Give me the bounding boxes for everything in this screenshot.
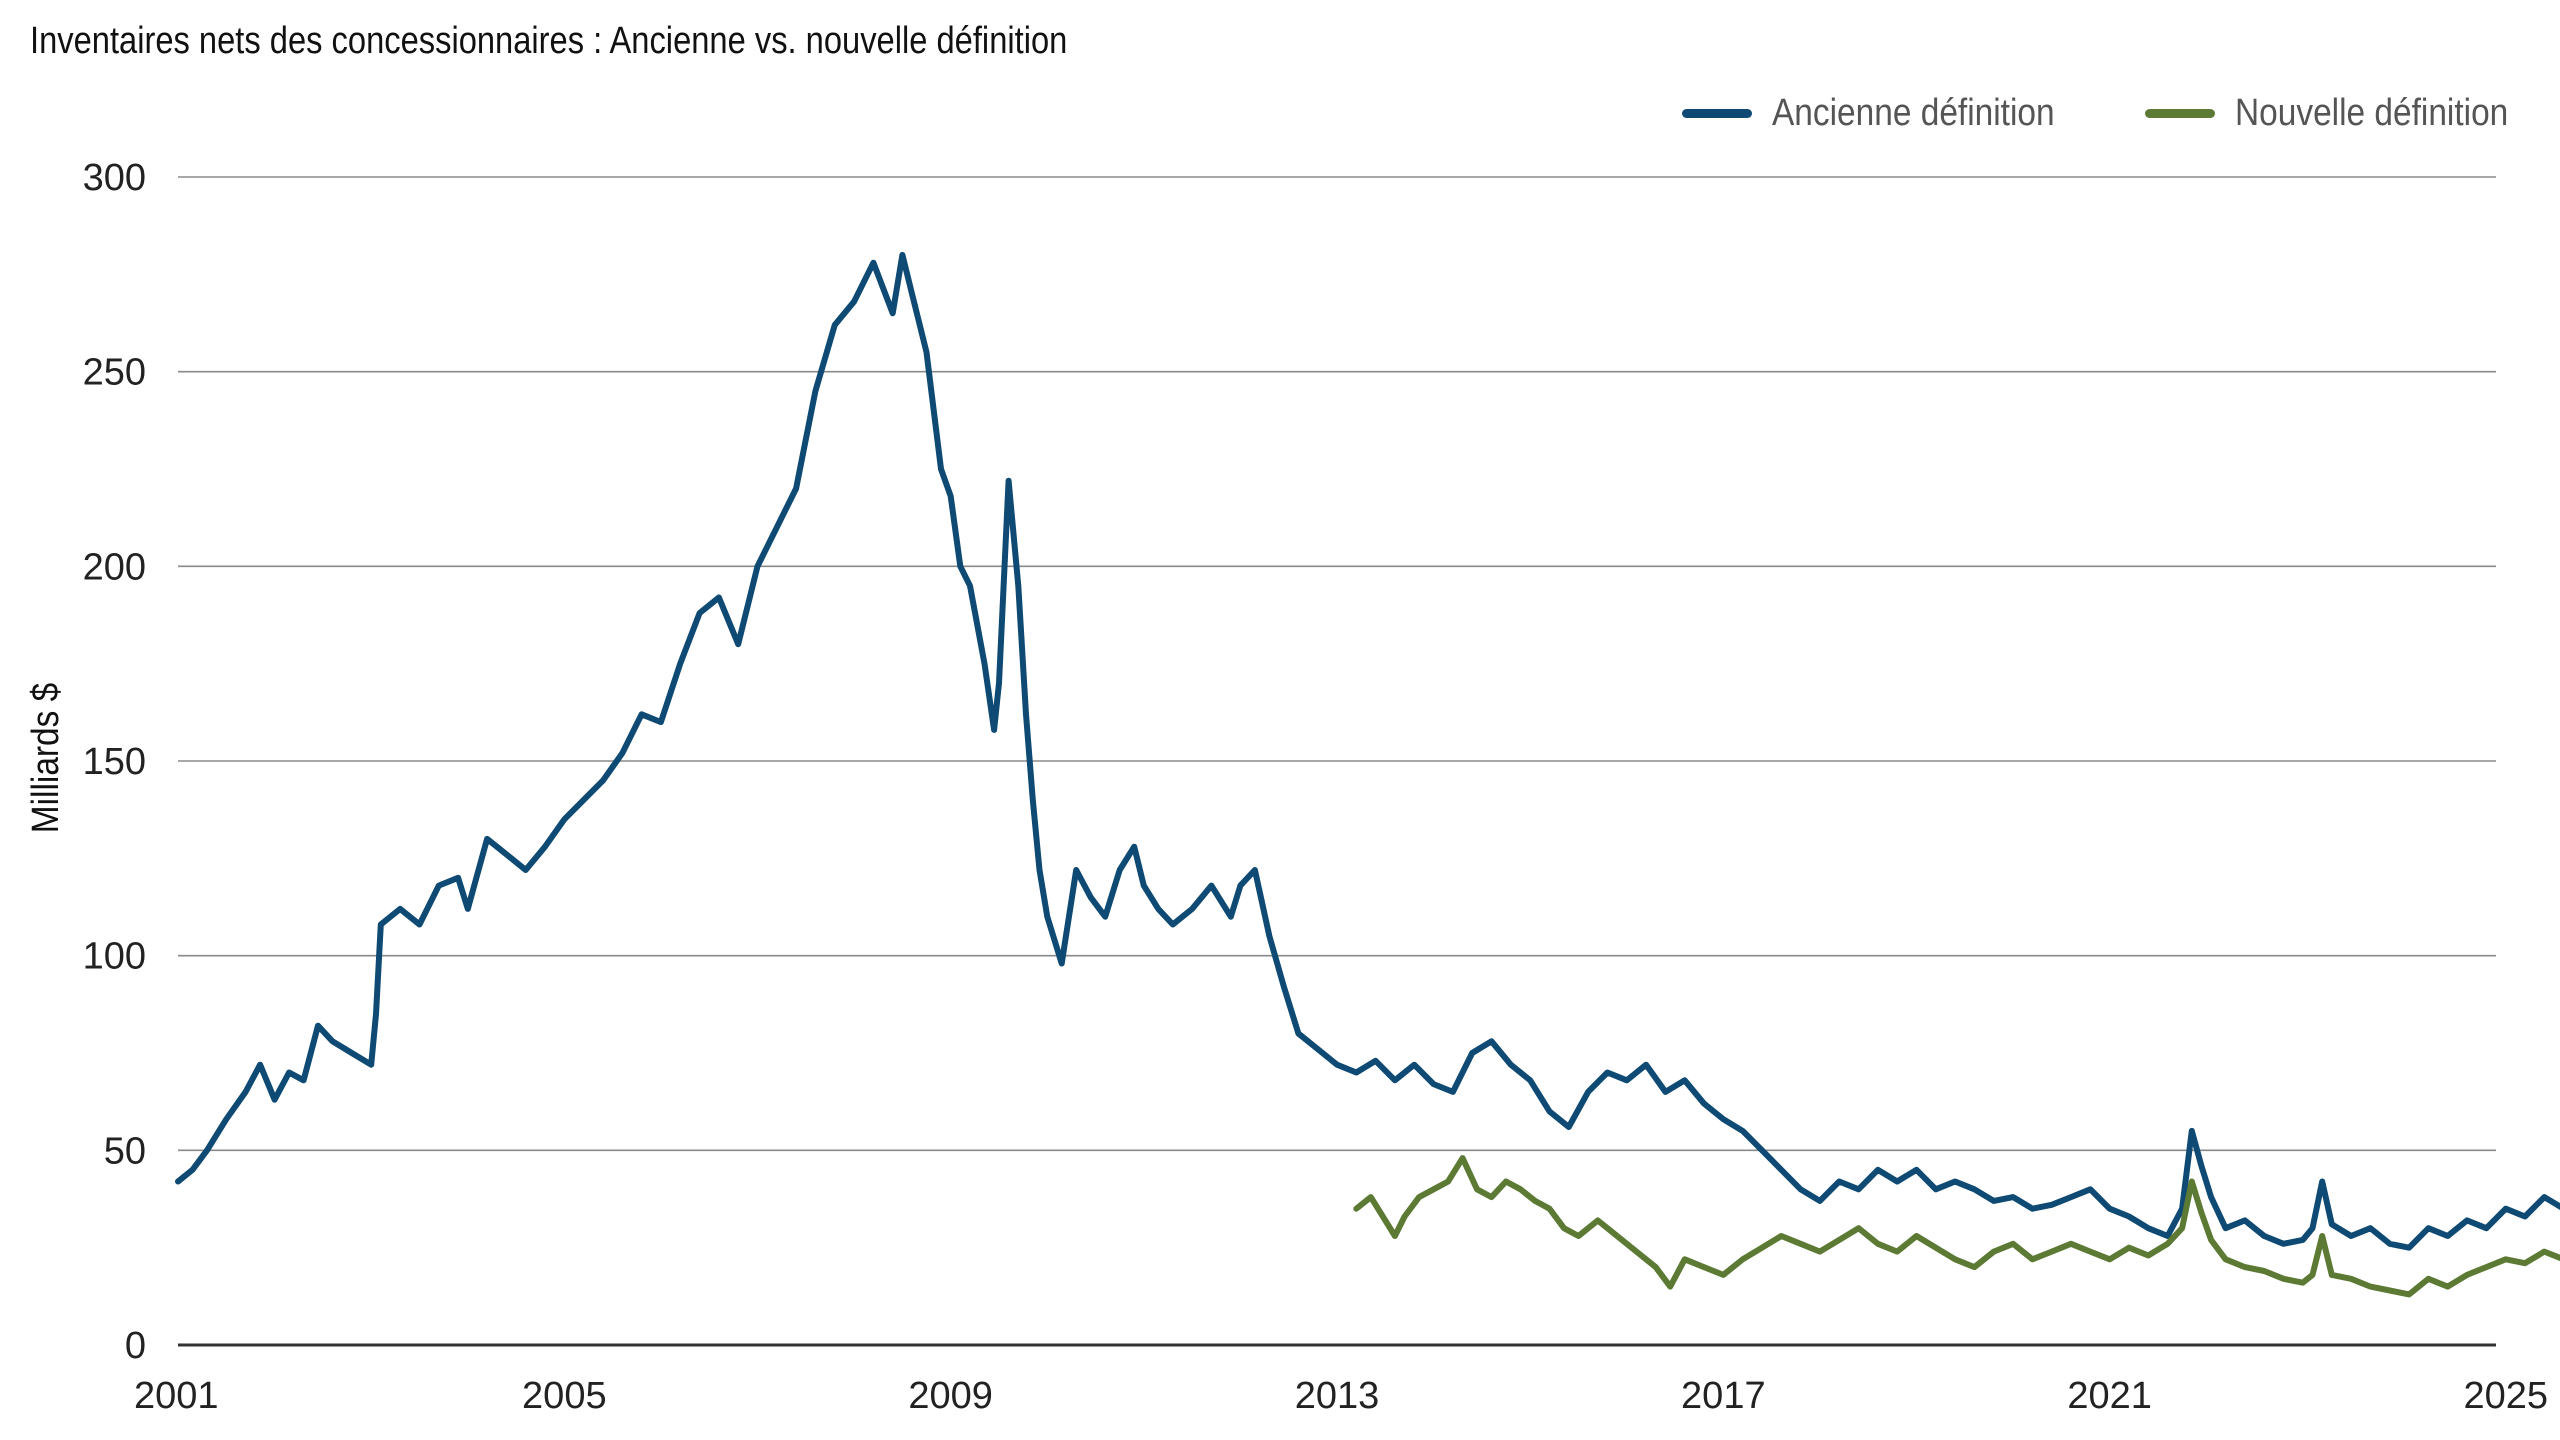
y-tick-label-150: 150 (83, 741, 146, 783)
y-tick-label-0: 0 (125, 1325, 146, 1367)
chart-title: Inventaires nets des concessionnaires : … (30, 20, 1068, 62)
x-tick-label-2021: 2021 (2067, 1375, 2152, 1417)
y-tick-label-100: 100 (83, 936, 146, 978)
x-tick-label-2025: 2025 (2463, 1375, 2548, 1417)
y-tick-label-200: 200 (83, 546, 146, 588)
y-tick-label-250: 250 (83, 352, 146, 394)
y-tick-label-50: 50 (104, 1130, 146, 1172)
y-tick-label-300: 300 (83, 157, 146, 199)
series-line-ancienne (175, 251, 2560, 1251)
legend-label-nouvelle: Nouvelle définition (2235, 92, 2509, 134)
x-tick-label-2005: 2005 (522, 1375, 607, 1417)
series-line-nouvelle (1353, 1155, 2560, 1298)
legend-swatch-ancienne (1682, 109, 1753, 118)
legend: Ancienne définition Nouvelle définition (1682, 92, 2546, 135)
y-axis-label: Milliards $ (24, 683, 66, 834)
legend-label-ancienne: Ancienne définition (1772, 92, 2055, 134)
legend-swatch-nouvelle (2145, 109, 2216, 118)
x-tick-label-2013: 2013 (1295, 1375, 1380, 1417)
x-tick-label-2001: 2001 (134, 1375, 219, 1417)
x-tick-label-2009: 2009 (908, 1375, 993, 1417)
x-tick-label-2017: 2017 (1681, 1375, 1766, 1417)
legend-item-ancienne: Ancienne définition (1682, 92, 2093, 135)
legend-item-nouvelle: Nouvelle définition (2145, 92, 2546, 135)
